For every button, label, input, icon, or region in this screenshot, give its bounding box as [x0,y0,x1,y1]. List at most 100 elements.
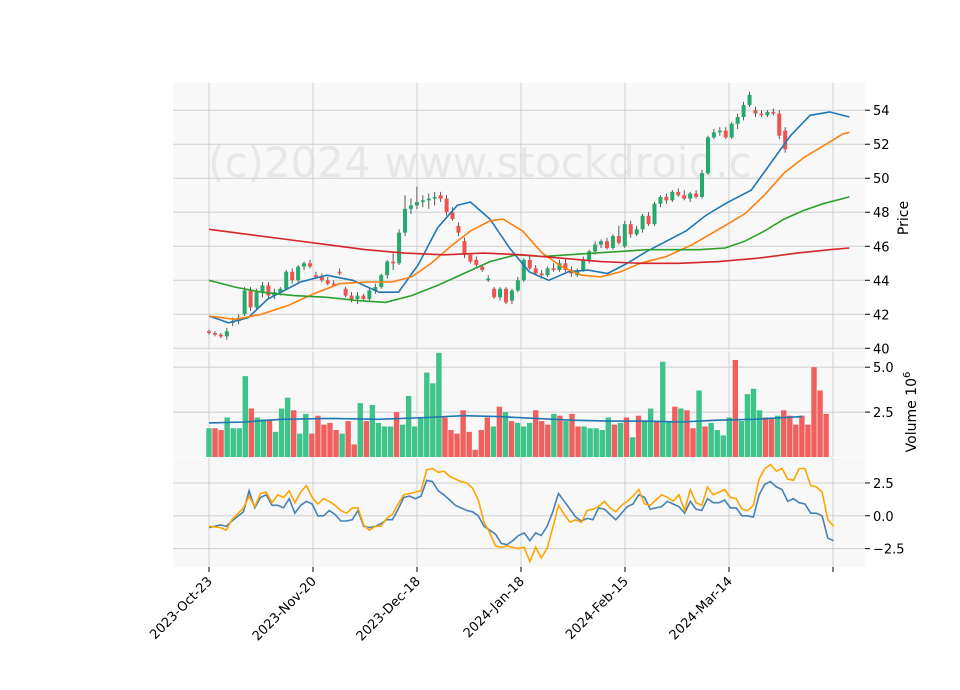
candle-up [670,191,675,201]
candle-down [349,295,354,299]
candle-up [765,111,770,116]
oscillator-tick-label: 0.0 [873,510,894,525]
candle-down [361,295,366,299]
candle-up [242,290,247,315]
volume-bar [569,413,575,457]
candle-up [224,331,229,337]
volume-bar [526,422,533,457]
candle-up [599,241,604,245]
candle-down [307,263,312,267]
candle-down [438,195,443,199]
volume-bar [787,415,793,457]
candle-up [652,203,657,225]
volume-bar [799,415,805,457]
volume-bar [781,410,787,457]
candle-up [373,287,378,291]
candle-down [628,224,633,235]
volume-bar [750,388,757,457]
volume-bar [484,417,490,457]
volume-bar [218,430,224,457]
volume-bar [690,428,696,457]
volume-bar [738,421,745,457]
volume-bar [399,424,406,457]
volume-bar [206,428,212,457]
volume-bar [617,422,624,457]
volume-bar [405,395,412,457]
candle-down [313,275,318,277]
volume-bar [291,410,297,457]
candle-down [474,259,479,265]
volume-bar [557,415,563,457]
volume-bar [817,390,823,457]
candle-up [260,285,265,293]
candle-down [777,113,782,136]
volume-bar [635,415,642,457]
volume-bar [720,435,726,457]
volume-bar [327,422,333,457]
volume-bar [490,426,497,457]
volume-bar [496,406,503,457]
price-tick-label: 50 [873,172,890,187]
volume-bar [666,421,672,457]
volume-bar [472,449,478,457]
x-tick-label: 2023-Dec-18 [354,574,424,644]
candle-up [622,224,627,247]
volume-bar [756,410,763,457]
volume-bar [732,359,739,457]
candle-up [296,266,301,281]
volume-bar [762,417,769,457]
candle-up [593,244,598,252]
volume-bar [454,433,460,457]
oscillator-panel [208,463,835,564]
x-tick-label: 2023-Oct-23 [147,574,215,642]
candle-up [367,290,372,299]
candle-up [711,132,716,138]
candle-down [682,195,687,199]
volume-bar [266,419,273,457]
candle-down [331,283,336,286]
volume-panel [206,352,829,457]
moving-average-line [208,196,850,304]
candle-down [551,268,556,271]
candle-up [379,275,384,288]
candle-down [664,196,669,201]
oscillator-tick-label: −2.5 [873,543,905,558]
candle-up [545,268,550,276]
candle-up [741,105,746,118]
candle-down [723,130,728,138]
candle-up [610,236,615,248]
volume-bar [272,431,279,457]
x-tick-label: 2023-Nov-20 [250,574,320,644]
candle-down [456,225,461,233]
candle-down [325,280,330,284]
volume-bar [533,410,539,457]
candle-down [504,288,508,303]
candle-up [705,137,710,174]
candle-down [694,193,699,197]
candle-up [640,215,645,230]
volume-bar [623,417,630,457]
candle-down [266,285,271,296]
volume-bar [424,372,430,457]
oscillator-line [208,463,835,564]
volume-bar [381,426,388,457]
candle-down [218,334,223,337]
candle-up [498,288,503,298]
candle-up [515,280,520,291]
volume-bar [514,422,521,457]
candle-up [403,208,408,233]
volume-bar [744,394,751,457]
volume-bar [726,417,732,457]
volume-bar [369,404,376,457]
candle-up [735,117,740,124]
candle-up [420,200,425,203]
volume-bar [315,415,321,457]
moving-average-line [208,111,850,324]
volume-bar [278,408,285,457]
candle-down [646,215,651,225]
volume-bar [303,413,309,457]
volume-bar [284,397,291,457]
candle-up [385,261,390,276]
volume-bar [430,383,436,457]
candle-up [284,271,289,289]
